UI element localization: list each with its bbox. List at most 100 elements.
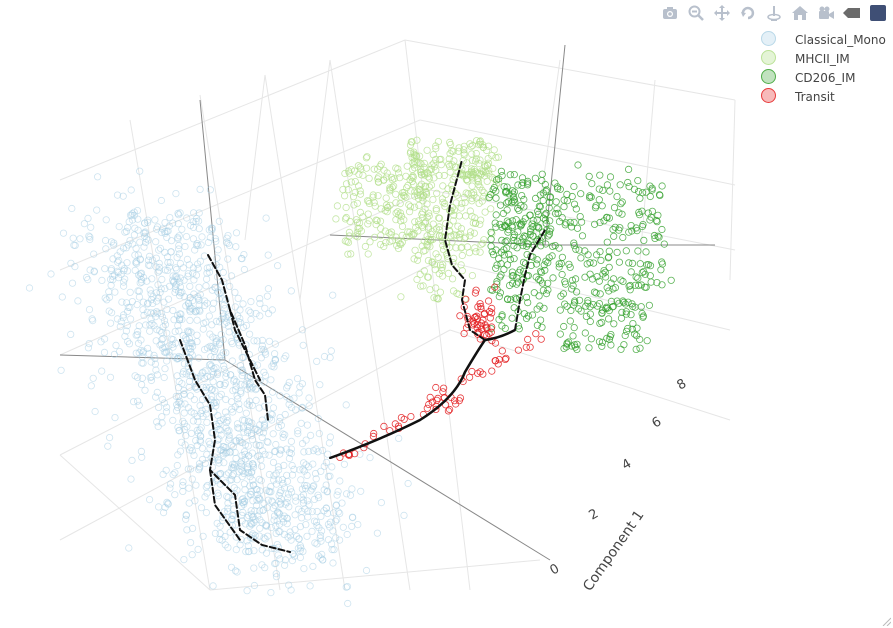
data-point xyxy=(112,341,120,349)
data-point xyxy=(439,198,447,206)
data-point xyxy=(222,418,231,427)
pan-icon[interactable] xyxy=(709,3,735,23)
data-point xyxy=(427,236,435,245)
data-point xyxy=(605,247,613,255)
data-point xyxy=(532,260,541,268)
data-point xyxy=(524,177,532,185)
legend-item-mhcii-im[interactable]: MHCII_IM xyxy=(755,49,886,68)
data-point xyxy=(249,535,257,543)
data-point xyxy=(503,237,511,245)
data-point xyxy=(303,497,311,505)
data-point xyxy=(269,388,277,396)
axis-line xyxy=(224,359,551,561)
data-point xyxy=(477,305,485,313)
data-point xyxy=(211,235,219,243)
hover-toggle-icon[interactable] xyxy=(839,3,865,23)
data-point xyxy=(257,456,265,464)
data-point xyxy=(366,238,374,246)
data-point xyxy=(136,167,144,175)
data-point xyxy=(260,421,268,429)
data-point xyxy=(240,251,248,259)
data-point xyxy=(524,240,533,248)
turntable-rotation-icon[interactable] xyxy=(761,3,787,23)
data-point xyxy=(589,259,598,267)
data-point xyxy=(435,214,443,222)
reset-camera-icon[interactable] xyxy=(787,3,813,23)
data-point xyxy=(120,278,128,286)
data-point xyxy=(574,161,582,169)
orbit-rotation-icon[interactable] xyxy=(735,3,761,23)
data-point xyxy=(535,224,543,232)
data-point xyxy=(469,171,477,179)
data-point xyxy=(231,288,239,296)
data-point xyxy=(537,242,545,250)
data-point xyxy=(458,243,466,251)
data-point xyxy=(270,476,278,484)
data-point xyxy=(359,171,367,179)
data-point xyxy=(208,463,217,471)
data-point xyxy=(502,354,510,362)
data-point xyxy=(494,178,502,186)
data-point xyxy=(496,201,505,209)
data-point xyxy=(270,544,278,553)
data-point xyxy=(215,318,224,326)
data-point xyxy=(216,529,224,538)
resize-grip-icon[interactable] xyxy=(881,616,891,626)
data-point xyxy=(514,228,522,236)
data-point xyxy=(491,339,500,347)
data-point xyxy=(111,413,119,422)
data-point xyxy=(546,193,554,201)
legend-item-transit[interactable]: Transit xyxy=(755,87,886,106)
data-point xyxy=(356,187,364,195)
data-point xyxy=(312,475,320,483)
data-point xyxy=(414,251,422,260)
data-point xyxy=(90,268,98,276)
data-point xyxy=(410,203,419,211)
data-point xyxy=(224,507,232,515)
data-point xyxy=(300,448,308,456)
data-point xyxy=(313,357,321,365)
data-point xyxy=(143,300,152,308)
data-point xyxy=(616,181,624,189)
data-point xyxy=(356,450,364,458)
plotly-logo-icon[interactable] xyxy=(865,3,891,23)
data-point xyxy=(189,223,198,231)
data-point xyxy=(279,430,287,438)
data-point xyxy=(456,229,465,237)
data-point xyxy=(632,345,640,353)
data-point xyxy=(182,233,191,241)
legend-item-cd206-im[interactable]: CD206_IM xyxy=(755,68,886,87)
data-point xyxy=(183,327,192,335)
reset-last-view-icon[interactable] xyxy=(813,3,839,23)
data-point xyxy=(228,476,236,484)
data-point xyxy=(493,261,501,269)
data-point xyxy=(433,396,441,404)
camera-icon[interactable] xyxy=(657,3,683,23)
data-point xyxy=(89,374,97,382)
data-point xyxy=(522,293,531,301)
data-point xyxy=(189,269,197,277)
data-point xyxy=(127,315,135,323)
data-point xyxy=(180,293,188,301)
zoom-icon[interactable] xyxy=(683,3,709,23)
data-point xyxy=(225,434,234,442)
data-point xyxy=(356,190,365,198)
data-point xyxy=(210,399,219,407)
data-point xyxy=(280,561,289,569)
data-point xyxy=(233,486,241,494)
data-point xyxy=(133,330,141,339)
data-point xyxy=(152,238,160,246)
data-point xyxy=(519,258,528,266)
data-point xyxy=(451,163,460,171)
data-point xyxy=(468,150,476,158)
data-point xyxy=(480,193,488,201)
grid-line xyxy=(264,74,346,591)
data-point xyxy=(221,541,229,549)
data-point xyxy=(158,275,166,283)
legend-item-classical-mono[interactable]: Classical_Mono xyxy=(755,30,886,49)
data-point xyxy=(247,507,255,515)
data-point xyxy=(485,166,493,175)
data-point xyxy=(107,281,115,289)
data-point xyxy=(169,416,177,424)
